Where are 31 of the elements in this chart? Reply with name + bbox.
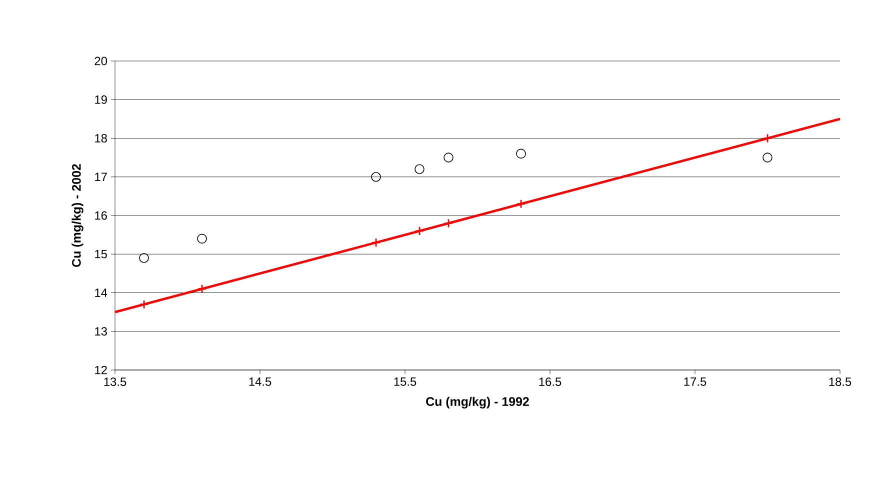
point — [139, 300, 149, 310]
point — [516, 148, 526, 159]
x-tick-label: 18.5 — [829, 378, 852, 386]
y-tick-label: 16 — [95, 211, 107, 220]
point — [762, 134, 772, 143]
point — [516, 199, 526, 209]
point — [371, 172, 381, 182]
y-tick-label: 12 — [95, 366, 107, 374]
y-tick-label: 17 — [95, 172, 107, 181]
point — [371, 238, 381, 248]
x-tick-label: 14.5 — [249, 378, 272, 386]
y-tick-label: 20 — [94, 56, 108, 66]
y-tick-label: 13 — [95, 327, 107, 336]
x-tick-label: 13.5 — [104, 378, 126, 386]
y-tick-label: 15 — [95, 250, 107, 258]
x-tick-label: 17.5 — [684, 378, 706, 386]
point — [139, 253, 149, 263]
x-axis-title: Cu (mg/kg) - 1992 — [426, 396, 529, 408]
point — [762, 152, 772, 162]
x-tick-label: 16.5 — [539, 378, 562, 386]
point — [414, 226, 424, 236]
x-tick-label: 15.5 — [394, 378, 416, 386]
y-tick-label: 19 — [95, 95, 107, 104]
point — [414, 164, 424, 174]
point — [444, 152, 454, 162]
point — [197, 234, 207, 244]
point — [197, 284, 207, 294]
point — [444, 218, 454, 228]
y-axis-title: Cu (mg/kg) - 2002 — [72, 164, 84, 267]
y-tick-label: 18 — [95, 134, 107, 142]
y-tick-label: 14 — [95, 288, 108, 297]
